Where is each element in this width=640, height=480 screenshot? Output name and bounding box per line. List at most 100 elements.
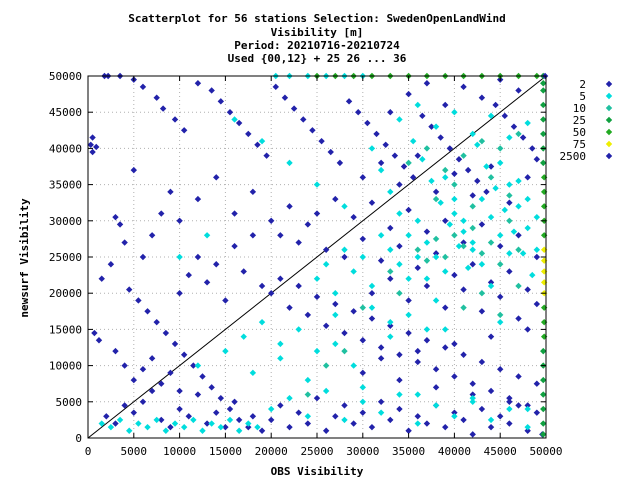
data-point-count-2 [231, 398, 238, 405]
data-point-count-5 [442, 174, 449, 181]
data-point-count-2 [245, 423, 252, 431]
y-tick-label: 40000 [49, 142, 82, 155]
data-point-count-2 [185, 271, 192, 279]
data-point-count-2 [442, 344, 449, 351]
legend-marker [605, 152, 613, 160]
data-point-count-2 [529, 145, 536, 152]
data-point-count-5 [451, 195, 458, 203]
data-point-count-2 [341, 402, 348, 409]
data-point-count-2 [194, 195, 202, 203]
data-point-count-5 [304, 376, 312, 384]
data-point-count-2 [130, 376, 137, 384]
data-point-count-5 [432, 402, 440, 409]
data-point-count-2 [103, 413, 110, 420]
data-point-count-2 [414, 152, 421, 159]
data-point-count-10 [414, 246, 421, 253]
data-point-count-2 [190, 362, 197, 369]
data-point-count-2 [258, 427, 266, 434]
x-tick-label: 0 [85, 445, 92, 458]
data-point-count-5 [451, 413, 458, 420]
data-point-count-5 [487, 213, 495, 221]
y-tick-label: 50000 [49, 70, 82, 83]
data-point-count-25 [540, 405, 547, 413]
data-point-count-2 [167, 423, 174, 431]
data-point-count-2 [460, 239, 467, 246]
data-point-count-5 [368, 304, 376, 311]
data-point-count-5 [497, 232, 504, 239]
data-point-count-5 [396, 116, 403, 123]
data-point-count-2 [313, 394, 321, 402]
data-point-count-5 [153, 416, 160, 424]
data-point-count-5 [377, 409, 385, 416]
data-point-count-2 [148, 355, 156, 362]
data-point-count-5 [524, 195, 531, 203]
legend-label: 75 [573, 138, 586, 151]
data-point-count-2 [226, 109, 234, 116]
data-point-count-2 [519, 134, 527, 141]
data-point-count-2 [460, 83, 467, 91]
data-point-count-2 [524, 174, 531, 181]
data-point-count-5 [487, 282, 495, 290]
data-point-count-2 [515, 87, 522, 94]
data-point-count-10 [460, 242, 467, 250]
data-point-count-2 [98, 275, 105, 282]
data-point-count-2 [464, 166, 472, 174]
data-point-count-2 [322, 427, 330, 434]
data-point-count-5 [387, 333, 394, 340]
data-point-count-2 [451, 373, 458, 380]
data-point-count-5 [419, 156, 426, 163]
data-point-count-2 [460, 286, 467, 293]
data-point-count-2 [226, 405, 234, 413]
data-point-count-5 [322, 387, 330, 395]
data-point-count-5 [487, 112, 495, 120]
data-point-count-2 [487, 387, 495, 395]
data-point-count-2 [180, 127, 188, 134]
data-point-count-2 [194, 80, 202, 87]
data-point-count-2 [359, 174, 366, 181]
data-point-count-5 [409, 137, 417, 145]
legend-entry: 10 [573, 102, 613, 115]
data-point-count-5 [469, 246, 476, 253]
data-point-count-2 [423, 282, 431, 290]
data-point-count-2 [258, 282, 266, 290]
data-point-count-2 [277, 232, 284, 239]
x-tick-label: 10000 [163, 445, 196, 458]
data-point-count-2 [460, 416, 467, 424]
data-point-count-2 [359, 369, 366, 377]
data-point-count-2 [368, 290, 376, 297]
data-point-count-5 [254, 423, 261, 431]
data-point-count-10 [396, 290, 403, 297]
data-point-count-5 [432, 297, 440, 304]
data-point-count-5 [387, 246, 394, 253]
data-point-count-2 [515, 373, 522, 380]
data-point-count-2 [158, 210, 165, 217]
data-point-count-5 [249, 369, 257, 377]
data-point-count-2 [272, 83, 279, 91]
data-point-count-2 [405, 90, 412, 98]
data-point-count-5 [483, 163, 490, 170]
data-point-count-2 [180, 351, 188, 358]
data-point-count-2 [437, 134, 444, 141]
data-point-count-2 [231, 242, 238, 250]
data-point-count-5 [359, 384, 366, 391]
data-point-count-2 [304, 221, 312, 228]
data-point-count-2 [277, 275, 284, 282]
data-point-count-2 [203, 420, 211, 427]
data-point-count-5 [231, 116, 238, 123]
data-point-count-10 [359, 304, 366, 311]
y-tick-label: 15000 [49, 323, 82, 336]
data-point-count-10 [442, 253, 449, 261]
data-point-count-2 [497, 413, 504, 420]
data-point-count-10 [432, 195, 440, 203]
data-point-count-5 [487, 416, 495, 424]
data-point-count-5 [286, 159, 293, 167]
data-point-count-10 [497, 311, 504, 319]
data-point-count-2 [135, 297, 142, 304]
data-point-count-5 [396, 261, 403, 268]
data-point-count-2 [245, 130, 252, 138]
data-point-count-2 [235, 416, 243, 424]
legend-label: 50 [573, 126, 586, 139]
data-point-count-2 [524, 286, 531, 293]
data-point-count-2 [423, 337, 431, 344]
data-point-count-2 [112, 213, 119, 221]
